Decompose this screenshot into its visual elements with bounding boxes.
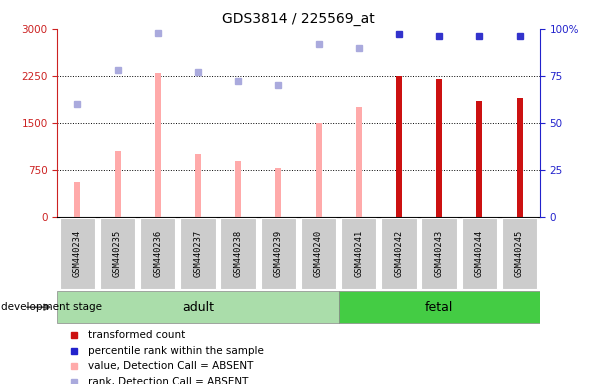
Bar [301,218,336,289]
Bar [462,218,497,289]
Text: GSM440234: GSM440234 [73,230,82,277]
Bar [260,218,296,289]
Bar [381,218,417,289]
Bar [180,218,216,289]
Text: GSM440237: GSM440237 [194,230,203,277]
Text: GSM440238: GSM440238 [234,230,242,277]
Bar [339,291,540,323]
Bar [517,98,523,217]
Bar [74,182,80,217]
Bar [235,161,241,217]
Bar [356,107,362,217]
Text: GSM440239: GSM440239 [274,230,283,277]
Text: development stage: development stage [1,302,102,312]
Text: GSM440236: GSM440236 [153,230,162,277]
Text: adult: adult [182,301,214,314]
Text: GSM440242: GSM440242 [394,230,403,277]
Bar [315,123,321,217]
Bar [341,218,376,289]
Bar [115,151,121,217]
Bar [436,79,442,217]
Text: transformed count: transformed count [88,330,185,340]
Bar [421,218,457,289]
Title: GDS3814 / 225569_at: GDS3814 / 225569_at [222,12,375,26]
Text: fetal: fetal [425,301,453,314]
Text: value, Detection Call = ABSENT: value, Detection Call = ABSENT [88,361,253,371]
Bar [57,291,339,323]
Bar [100,218,135,289]
Bar [140,218,175,289]
Text: rank, Detection Call = ABSENT: rank, Detection Call = ABSENT [88,377,248,384]
Bar [276,168,282,217]
Text: GSM440240: GSM440240 [314,230,323,277]
Text: percentile rank within the sample: percentile rank within the sample [88,346,264,356]
Text: GSM440243: GSM440243 [435,230,444,277]
Bar [476,101,482,217]
Bar [60,218,95,289]
Text: GSM440245: GSM440245 [515,230,524,277]
Text: GSM440235: GSM440235 [113,230,122,277]
Bar [502,218,537,289]
Bar [155,73,161,217]
Bar [221,218,256,289]
Text: GSM440241: GSM440241 [355,230,363,277]
Text: GSM440244: GSM440244 [475,230,484,277]
Bar [195,154,201,217]
Bar [396,76,402,217]
